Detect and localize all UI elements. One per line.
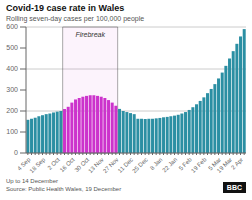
svg-text:5 Mar: 5 Mar (207, 156, 223, 172)
html-text:Source: Public Health Wales, 1: Source: Public Health Wales, 19 December (6, 186, 122, 192)
svg-text:16 Oct: 16 Oct (59, 156, 76, 173)
svg-text:11 Dec: 11 Dec (116, 156, 135, 174)
html-text:Up to 14 December: Up to 14 December (6, 178, 58, 184)
svg-text:19 Feb: 19 Feb (190, 156, 208, 174)
svg-text:500: 500 (8, 44, 18, 51)
svg-text:25 Dec: 25 Dec (131, 156, 149, 174)
svg-text:2 Apr: 2 Apr (230, 156, 244, 170)
svg-text:19 Mar: 19 Mar (215, 156, 234, 174)
svg-text:5 Feb: 5 Feb (177, 156, 193, 172)
svg-text:0: 0 (14, 149, 18, 156)
svg-text:300: 300 (8, 86, 18, 93)
html-text:Covid-19 case rate in Wales: Covid-19 case rate in Wales (6, 3, 125, 13)
svg-text:200: 200 (8, 107, 18, 114)
svg-text:2 Oct: 2 Oct (46, 156, 61, 171)
svg-text:30 Oct: 30 Oct (73, 156, 91, 174)
svg-text:22 Jan: 22 Jan (161, 156, 178, 173)
svg-text:27 Nov: 27 Nov (102, 156, 120, 174)
html-text:BBC: BBC (226, 184, 242, 191)
svg-text:Firebreak: Firebreak (75, 31, 105, 38)
svg-text:100: 100 (8, 128, 18, 135)
svg-text:4 Sep: 4 Sep (16, 156, 32, 172)
html-text:Rolling seven-day cases per 10: Rolling seven-day cases per 100,000 peop… (6, 15, 145, 22)
svg-text:600: 600 (8, 23, 18, 30)
svg-text:13 Nov: 13 Nov (87, 156, 105, 175)
svg-text:8 Jan: 8 Jan (148, 156, 164, 172)
svg-text:400: 400 (8, 65, 18, 72)
svg-text:18 Sep: 18 Sep (29, 156, 47, 174)
